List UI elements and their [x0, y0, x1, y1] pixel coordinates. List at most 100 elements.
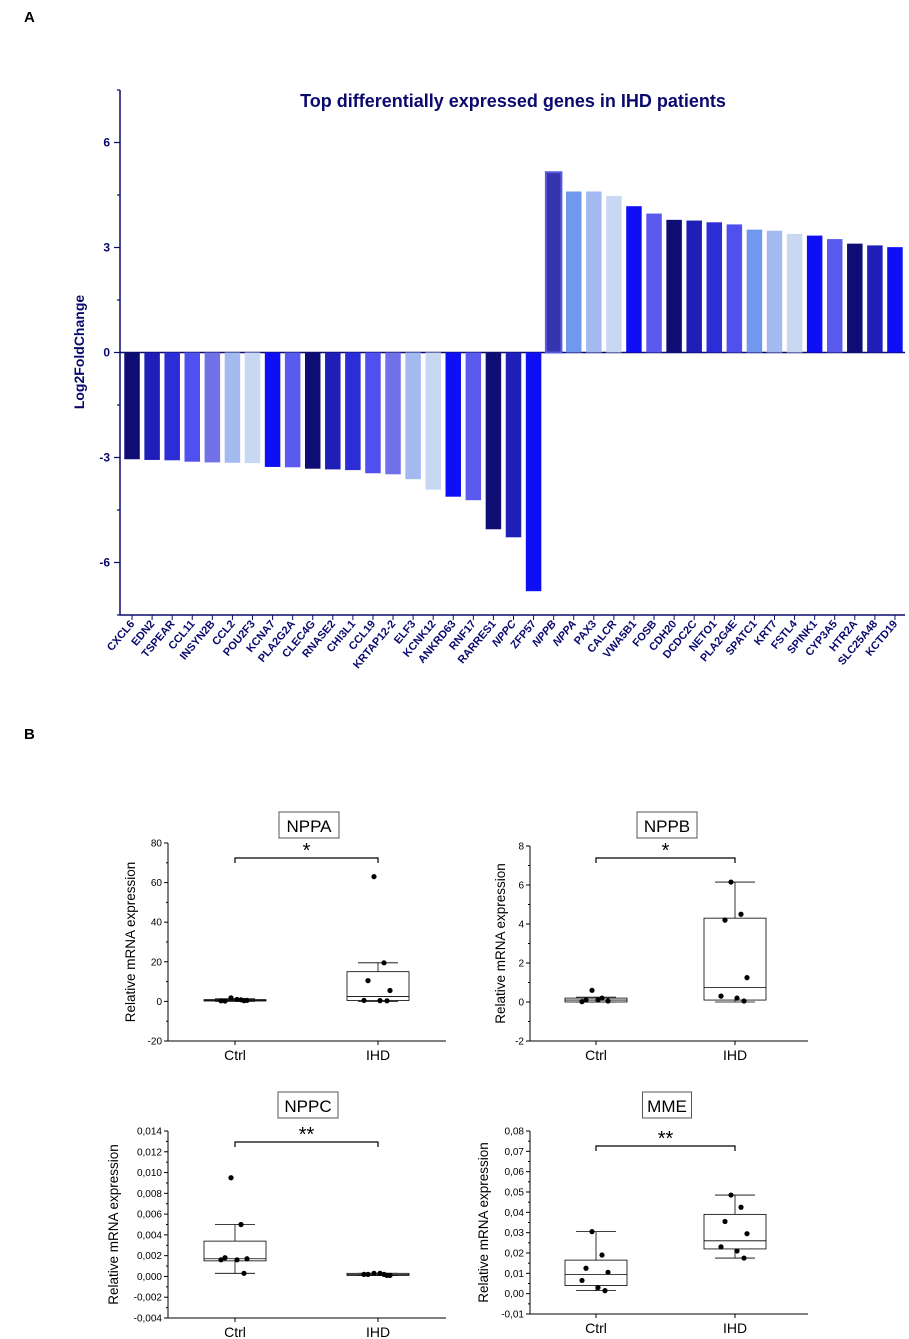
significance-marker: **	[299, 1124, 315, 1146]
y-tick-label: 0,01	[505, 1269, 525, 1280]
y-tick-label: 0,00	[505, 1289, 525, 1300]
bar-tspear	[164, 352, 180, 461]
y-tick-label: 0	[518, 998, 524, 1009]
y-tick-label: 0,05	[505, 1188, 525, 1199]
plot-title-box-nppb	[636, 811, 698, 839]
boxplot-nppb: NPPB -2 0 2 4 6 8 Relative mRNA expression * Ctrl…	[493, 811, 808, 1063]
data-point-ihd	[387, 987, 393, 994]
boxplot-nppc: NPPC -0,004 -0,002 0,000 0,002 0,004 0,006 0,00…	[106, 1091, 446, 1339]
y-axis-label: Relative mRNA expression	[123, 862, 138, 1023]
bar-pou2f3	[244, 352, 261, 464]
data-point-ihd	[371, 1270, 377, 1276]
data-point-ctrl	[599, 995, 605, 1001]
bar-zfp57	[525, 352, 542, 592]
data-point-ctrl	[595, 1284, 601, 1291]
significance-bracket	[234, 857, 379, 863]
y-tick-label: -3	[99, 451, 110, 465]
box-ctrl	[203, 1240, 267, 1262]
y-tick-label: 0,07	[505, 1147, 525, 1158]
y-tick-label: 0,006	[137, 1210, 162, 1221]
box-ctrl	[564, 1259, 628, 1286]
y-tick-label: 0,008	[137, 1189, 162, 1200]
x-tick-label-ihd: IHD	[366, 1324, 390, 1339]
data-point-ihd	[722, 917, 728, 923]
data-point-ihd	[361, 1271, 367, 1277]
data-point-ctrl	[218, 1257, 224, 1263]
data-point-ihd	[738, 911, 744, 917]
y-tick-label: 6	[103, 136, 110, 150]
data-point-ihd	[384, 998, 390, 1004]
data-point-ctrl	[222, 1255, 228, 1261]
data-point-ctrl	[228, 1175, 234, 1181]
bar-spatc1	[746, 229, 763, 353]
data-point-ihd	[377, 1270, 383, 1276]
bar-nppa	[565, 191, 582, 353]
significance-marker: **	[658, 1128, 674, 1150]
y-tick-label: 0,02	[505, 1249, 525, 1260]
y-tick-label: 0,03	[505, 1228, 525, 1239]
plot-title-box-mme	[642, 1091, 692, 1119]
bar-htr2a	[847, 243, 863, 353]
y-axis-label: Relative mRNA expression	[106, 1144, 121, 1305]
y-tick-label: 2	[518, 959, 524, 970]
plot-title-box-nppa	[278, 811, 340, 839]
data-point-ctrl	[234, 996, 240, 1003]
data-point-ihd	[365, 1271, 371, 1277]
x-tick-label-ihd: IHD	[723, 1320, 747, 1336]
data-point-ihd	[718, 993, 724, 999]
y-tick-label: 0,014	[137, 1127, 162, 1138]
bar-cxcl6	[124, 352, 140, 460]
bar-rarres1	[485, 352, 502, 530]
bar-pax3	[586, 191, 602, 353]
y-tick-label: 0	[156, 997, 162, 1008]
data-point-ihd	[744, 1231, 750, 1237]
y-tick-label: 0,06	[505, 1167, 525, 1178]
significance-marker: *	[303, 840, 311, 862]
bar-pla2g2a	[284, 352, 301, 468]
significance-bracket	[595, 1145, 736, 1151]
y-tick-label: 6	[518, 881, 524, 892]
y-tick-label: 0,012	[137, 1147, 162, 1158]
significance-marker: *	[662, 840, 670, 862]
bar-ccl2	[224, 352, 241, 463]
data-point-ihd	[361, 997, 367, 1004]
data-point-ctrl	[241, 1270, 247, 1276]
data-point-ctrl	[579, 999, 585, 1005]
data-point-ihd	[722, 1218, 728, 1225]
bar-pla2g4e	[726, 224, 743, 353]
data-point-ctrl	[244, 1256, 250, 1262]
data-point-ihd	[741, 1255, 747, 1261]
box-ihd	[703, 1213, 767, 1250]
bar-neto1	[706, 222, 723, 353]
x-tick-label-ctrl: Ctrl	[585, 1320, 607, 1336]
y-tick-label: 80	[151, 839, 163, 850]
bar-chi3l1	[345, 352, 361, 471]
data-point-ihd	[371, 874, 377, 880]
bar-chart-log2foldchange: Top differentially expressed genes in IH…	[71, 89, 905, 671]
data-point-ctrl	[605, 1269, 611, 1275]
y-tick-label: 20	[151, 957, 163, 968]
y-tick-label: 4	[518, 920, 524, 931]
bar-edn2	[144, 352, 160, 460]
x-tick-label-ctrl: Ctrl	[585, 1047, 607, 1063]
bar-rnf17	[465, 352, 482, 501]
data-point-ihd	[381, 960, 387, 966]
bar-fstl4	[786, 233, 803, 353]
bar-kcnk12	[425, 352, 441, 490]
data-point-ihd	[744, 975, 750, 981]
data-point-ihd	[734, 995, 740, 1001]
y-tick-label: -20	[148, 1037, 163, 1048]
bar-ankrd63	[445, 352, 462, 497]
significance-bracket	[234, 1141, 379, 1147]
data-point-ihd	[384, 1272, 390, 1279]
bar-krt7	[766, 230, 783, 353]
bar-calcr	[606, 196, 622, 353]
plot-title-mme: MME	[647, 1097, 687, 1116]
data-point-ctrl	[605, 998, 611, 1004]
bar-rnase2	[325, 352, 341, 470]
plot-title-nppb: NPPB	[644, 817, 690, 836]
chart-title: Top differentially expressed genes in IH…	[300, 91, 726, 111]
y-tick-label: 0	[103, 346, 110, 360]
boxplot-mme: MME -0,01 0,00 0,01 0,02 0,03 0,04 0,05 0,06 0,07…	[476, 1091, 808, 1336]
bar-clec4g	[304, 352, 321, 469]
